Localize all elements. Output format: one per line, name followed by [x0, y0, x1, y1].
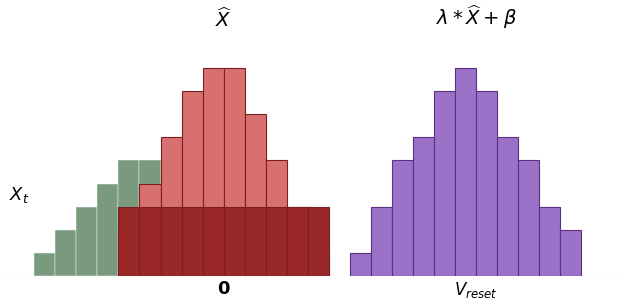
Bar [308, 253, 329, 276]
Bar [245, 184, 265, 276]
Bar [223, 207, 245, 276]
Bar [160, 207, 182, 276]
Bar [287, 207, 308, 276]
Bar [118, 230, 140, 276]
Bar [203, 68, 223, 276]
Bar [350, 253, 371, 276]
Bar [203, 207, 223, 276]
Bar [182, 160, 203, 276]
Bar [308, 207, 329, 276]
Bar [245, 114, 265, 276]
Bar [203, 160, 223, 276]
Bar [265, 160, 287, 276]
Bar [140, 184, 160, 276]
Bar [476, 91, 497, 276]
Bar [160, 137, 182, 276]
Bar [455, 68, 476, 276]
Bar [413, 137, 434, 276]
Bar [371, 207, 392, 276]
Bar [98, 184, 118, 276]
Bar [265, 207, 287, 276]
Bar [182, 91, 203, 276]
Bar [76, 207, 98, 276]
Bar [223, 68, 245, 276]
Bar [518, 160, 539, 276]
Bar [287, 207, 308, 276]
Bar [140, 160, 160, 276]
Text: $X_t$: $X_t$ [9, 185, 29, 205]
Text: $\lambda * \widehat{X} + \beta$: $\lambda * \widehat{X} + \beta$ [436, 4, 516, 31]
Bar [434, 91, 455, 276]
Bar [182, 207, 203, 276]
Text: $\mathbf{0}$: $\mathbf{0}$ [217, 280, 230, 297]
Bar [118, 207, 140, 276]
Bar [265, 207, 287, 276]
Bar [140, 207, 160, 276]
Bar [223, 160, 245, 276]
Bar [245, 207, 265, 276]
Bar [308, 253, 329, 276]
Bar [392, 160, 413, 276]
Bar [160, 160, 182, 276]
Bar [539, 207, 560, 276]
Bar [55, 230, 76, 276]
Text: $\widehat{X}$: $\widehat{X}$ [215, 8, 232, 31]
Bar [118, 160, 140, 276]
Bar [560, 230, 581, 276]
Text: $V_{reset}$: $V_{reset}$ [454, 280, 498, 300]
Bar [34, 253, 55, 276]
Bar [497, 137, 518, 276]
Bar [287, 230, 308, 276]
